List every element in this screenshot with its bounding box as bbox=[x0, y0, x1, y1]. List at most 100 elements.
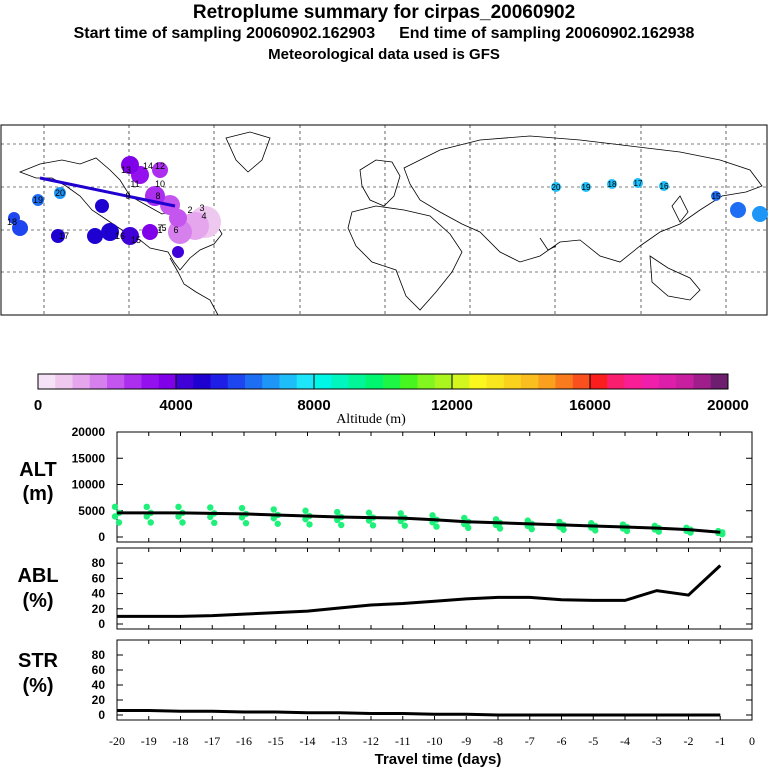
altitude-scatter-point bbox=[207, 504, 214, 511]
plume-day-label: 14 bbox=[143, 161, 153, 171]
colorbar-swatch bbox=[279, 374, 298, 389]
colorbar-swatch bbox=[383, 374, 401, 389]
plume-dot bbox=[95, 199, 109, 213]
sampling-times: Start time of sampling 20060902.162903 En… bbox=[0, 25, 768, 43]
y-tick-label: 0 bbox=[98, 617, 105, 631]
x-tick-label: -1 bbox=[715, 734, 725, 748]
end-time: End time of sampling 20060902.162938 bbox=[399, 25, 695, 42]
colorbar-swatch bbox=[176, 374, 194, 389]
altitude-scatter-point bbox=[592, 527, 599, 534]
y-tick-label: 80 bbox=[92, 648, 106, 662]
plume-dot bbox=[730, 202, 746, 218]
colorbar-tick-label: 4000 bbox=[159, 397, 192, 414]
colorbar-swatch bbox=[89, 374, 108, 389]
altitude-scatter-point bbox=[147, 519, 154, 526]
plume-day-label: 6 bbox=[173, 225, 178, 235]
plume-dot bbox=[172, 246, 184, 258]
x-tick-label: -17 bbox=[204, 734, 220, 748]
plume-day-label: 16 bbox=[115, 231, 125, 241]
colorbar-swatch bbox=[452, 374, 470, 389]
plume-dot bbox=[142, 224, 158, 240]
colorbar-swatch bbox=[503, 374, 522, 389]
plume-dot bbox=[581, 182, 591, 192]
y-tick-label: 40 bbox=[92, 678, 106, 692]
colorbar-tick-label: 8000 bbox=[297, 397, 330, 414]
plume-dot bbox=[659, 181, 669, 191]
plume-dot bbox=[8, 212, 20, 224]
plume-dot bbox=[752, 206, 768, 222]
plume-day-label: 17 bbox=[59, 231, 69, 241]
altitude-scatter-point bbox=[211, 519, 218, 527]
altitude-scatter-point bbox=[524, 517, 531, 524]
x-tick-label: -14 bbox=[300, 734, 316, 748]
y-tick-label: 5000 bbox=[78, 504, 105, 518]
y-axis-unit: (m) bbox=[22, 483, 53, 505]
colorbar-swatch bbox=[124, 374, 142, 389]
altitude-scatter-point bbox=[175, 503, 182, 511]
plume-track bbox=[39, 176, 176, 208]
colorbar-title: Altitude (m) bbox=[336, 412, 406, 427]
plume-dot bbox=[101, 223, 119, 241]
colorbar-swatch bbox=[141, 374, 160, 389]
altitude-scatter-point bbox=[492, 516, 500, 523]
plume-day-label: 17 bbox=[634, 179, 643, 188]
plume-dot bbox=[32, 194, 44, 206]
x-tick-label: -20 bbox=[109, 734, 125, 748]
start-time: Start time of sampling 20060902.162903 bbox=[73, 25, 376, 42]
altitude-scatter-point bbox=[719, 530, 726, 538]
colorbar-swatch bbox=[641, 374, 660, 389]
colorbar-swatch bbox=[572, 374, 591, 389]
altitude-scatter-point bbox=[496, 525, 504, 532]
panel-alt: 0 5000 10000 15000 20000 ALT(m) bbox=[19, 425, 753, 544]
altitude-scatter-point bbox=[465, 524, 472, 532]
altitude-scatter-point bbox=[397, 510, 404, 517]
colorbar-swatch bbox=[555, 374, 574, 389]
colorbar: 0 4000 8000 12000 16000 20000 Altitude (m) bbox=[34, 373, 749, 427]
chart-title: Retroplume summary for cirpas_20060902 bbox=[192, 2, 576, 23]
colorbar-swatch bbox=[365, 374, 384, 389]
altitude-scatter-point bbox=[143, 503, 150, 511]
plume-day-label: 16 bbox=[660, 182, 669, 191]
x-tick-label: -10 bbox=[427, 734, 443, 748]
altitude-scatter-point bbox=[238, 504, 246, 512]
x-tick-label: -19 bbox=[141, 734, 157, 748]
plume-day-label: 2 bbox=[187, 205, 192, 215]
y-tick-label: 0 bbox=[98, 530, 105, 544]
colorbar-swatch bbox=[710, 374, 729, 389]
plume-day-label: 20 bbox=[55, 188, 65, 198]
plume-dot bbox=[121, 156, 139, 174]
y-tick-label: 20000 bbox=[72, 425, 106, 439]
colorbar-swatch bbox=[72, 374, 91, 389]
y-tick-label: 10000 bbox=[72, 478, 106, 492]
colorbar-swatch bbox=[227, 374, 246, 389]
altitude-scatter-point bbox=[528, 525, 535, 533]
plume-day-label: 9 bbox=[125, 191, 130, 201]
colorbar-swatch bbox=[693, 374, 712, 389]
altitude-scatter-point bbox=[306, 521, 313, 528]
altitude-scatter-point bbox=[274, 520, 281, 527]
plume-day-label: 11 bbox=[130, 179, 139, 189]
plume-day-label: 12 bbox=[155, 161, 165, 171]
colorbar-swatch bbox=[676, 374, 694, 389]
x-tick-label: -6 bbox=[557, 734, 567, 748]
altitude-scatter-point bbox=[560, 526, 567, 533]
altitude-scatter-point bbox=[433, 523, 440, 530]
plume-dot bbox=[633, 178, 643, 188]
plume-dot bbox=[551, 182, 561, 192]
colorbar-swatch bbox=[331, 374, 349, 389]
x-tick-label: -7 bbox=[525, 734, 535, 748]
colorbar-swatch bbox=[659, 374, 677, 389]
plume-day-label: 20 bbox=[552, 183, 561, 192]
plume-dot bbox=[12, 220, 28, 236]
plume-day-label: 8 bbox=[155, 191, 160, 201]
altitude-scatter-point bbox=[270, 506, 277, 513]
x-tick-label: -4 bbox=[620, 734, 630, 748]
plume-dot bbox=[607, 179, 617, 189]
plume-day-label: 7 bbox=[157, 223, 162, 233]
x-tick-label: -18 bbox=[173, 734, 189, 748]
y-tick-label: 60 bbox=[92, 571, 106, 585]
plume-day-label: 4 bbox=[201, 211, 206, 221]
colorbar-swatch bbox=[245, 374, 263, 389]
x-tick-label: -9 bbox=[461, 734, 471, 748]
